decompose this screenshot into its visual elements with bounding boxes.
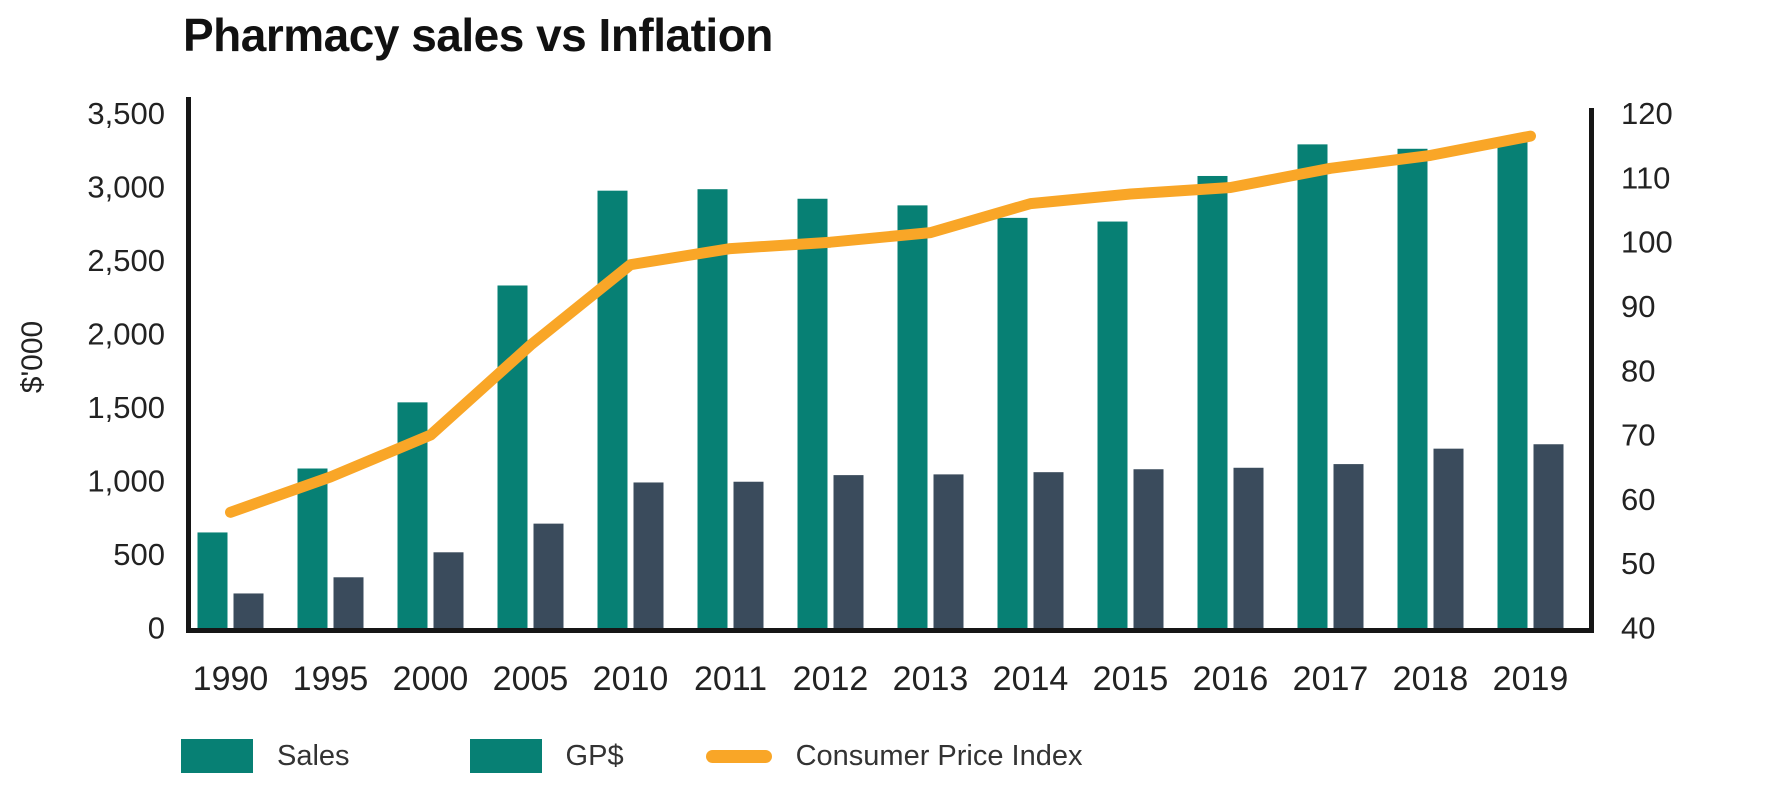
bar-sales-2015 — [1097, 221, 1128, 629]
x-tick-1990: 1990 — [193, 660, 269, 698]
legend-label-cpi: Consumer Price Index — [795, 739, 1083, 772]
bar-gp-2000 — [433, 552, 464, 628]
bar-sales-1990 — [197, 532, 228, 628]
right-tick-80: 80 — [1621, 353, 1655, 388]
right-axis-line — [1589, 108, 1594, 633]
right-tick-40: 40 — [1621, 611, 1655, 646]
bar-gp-2010 — [633, 482, 664, 628]
bar-sales-2010 — [597, 190, 628, 629]
bar-gp-1995 — [333, 577, 364, 628]
right-tick-100: 100 — [1621, 225, 1673, 260]
legend-line-swatch-cpi — [705, 749, 772, 763]
legend-label-sales: Sales — [277, 739, 350, 772]
bar-sales-2018 — [1397, 148, 1428, 628]
bar-sales-2019 — [1497, 138, 1528, 629]
x-tick-2017: 2017 — [1293, 660, 1369, 698]
legend: Sales GP$ Consumer Price Index — [181, 733, 1082, 779]
bar-gp-2017 — [1333, 464, 1364, 628]
left-tick-500: 500 — [113, 537, 165, 572]
x-tick-2011: 2011 — [694, 660, 767, 698]
left-tick-3,000: 3,000 — [87, 170, 165, 205]
cpi-line — [225, 130, 1536, 518]
left-tick-2,000: 2,000 — [87, 317, 165, 352]
bar-sales-2017 — [1297, 144, 1328, 628]
x-tick-2018: 2018 — [1393, 660, 1469, 698]
right-tick-60: 60 — [1621, 482, 1655, 517]
left-tick-1,500: 1,500 — [87, 390, 165, 425]
bar-gp-2016 — [1233, 467, 1264, 628]
left-tick-2,500: 2,500 — [87, 243, 165, 278]
x-tick-1995: 1995 — [293, 660, 369, 698]
x-tick-2015: 2015 — [1093, 660, 1169, 698]
bar-gp-2014 — [1033, 472, 1064, 628]
bar-sales-2011 — [697, 189, 728, 628]
right-tick-90: 90 — [1621, 289, 1655, 324]
left-tick-0: 0 — [148, 611, 165, 646]
bar-gp-2015 — [1133, 469, 1164, 628]
bar-gp-2013 — [933, 474, 964, 628]
x-tick-2019: 2019 — [1493, 660, 1569, 698]
chart-title: Pharmacy sales vs Inflation — [183, 9, 773, 61]
left-tick-1,000: 1,000 — [87, 464, 165, 499]
bar-sales-2012 — [797, 198, 828, 628]
legend-label-gp: GP$ — [565, 739, 624, 772]
bar-gp-1990 — [233, 593, 264, 628]
right-tick-120: 120 — [1621, 96, 1673, 131]
x-axis-line — [186, 628, 1594, 633]
x-tick-2016: 2016 — [1193, 660, 1269, 698]
left-tick-3,500: 3,500 — [87, 96, 165, 131]
x-tick-2005: 2005 — [493, 660, 569, 698]
x-tick-2010: 2010 — [593, 660, 669, 698]
right-tick-110: 110 — [1621, 160, 1670, 195]
x-tick-2000: 2000 — [393, 660, 469, 698]
legend-swatch-gp — [469, 739, 542, 773]
bar-gp-2019 — [1533, 444, 1564, 628]
bar-sales-2016 — [1197, 175, 1228, 628]
legend-swatch-sales — [181, 739, 253, 773]
x-tick-2014: 2014 — [993, 660, 1069, 698]
right-tick-50: 50 — [1621, 546, 1655, 581]
bar-gp-2005 — [533, 523, 564, 628]
bar-gp-2011 — [733, 481, 764, 628]
bar-sales-2014 — [997, 217, 1028, 628]
right-tick-70: 70 — [1621, 418, 1655, 453]
bar-sales-2005 — [497, 285, 528, 628]
bar-gp-2018 — [1433, 448, 1464, 628]
bar-gp-2012 — [833, 475, 864, 628]
bar-sales-2013 — [897, 205, 928, 628]
x-tick-2013: 2013 — [893, 660, 969, 698]
bar-sales-1995 — [297, 468, 328, 628]
left-axis-line — [186, 97, 191, 633]
x-tick-2012: 2012 — [793, 660, 869, 698]
